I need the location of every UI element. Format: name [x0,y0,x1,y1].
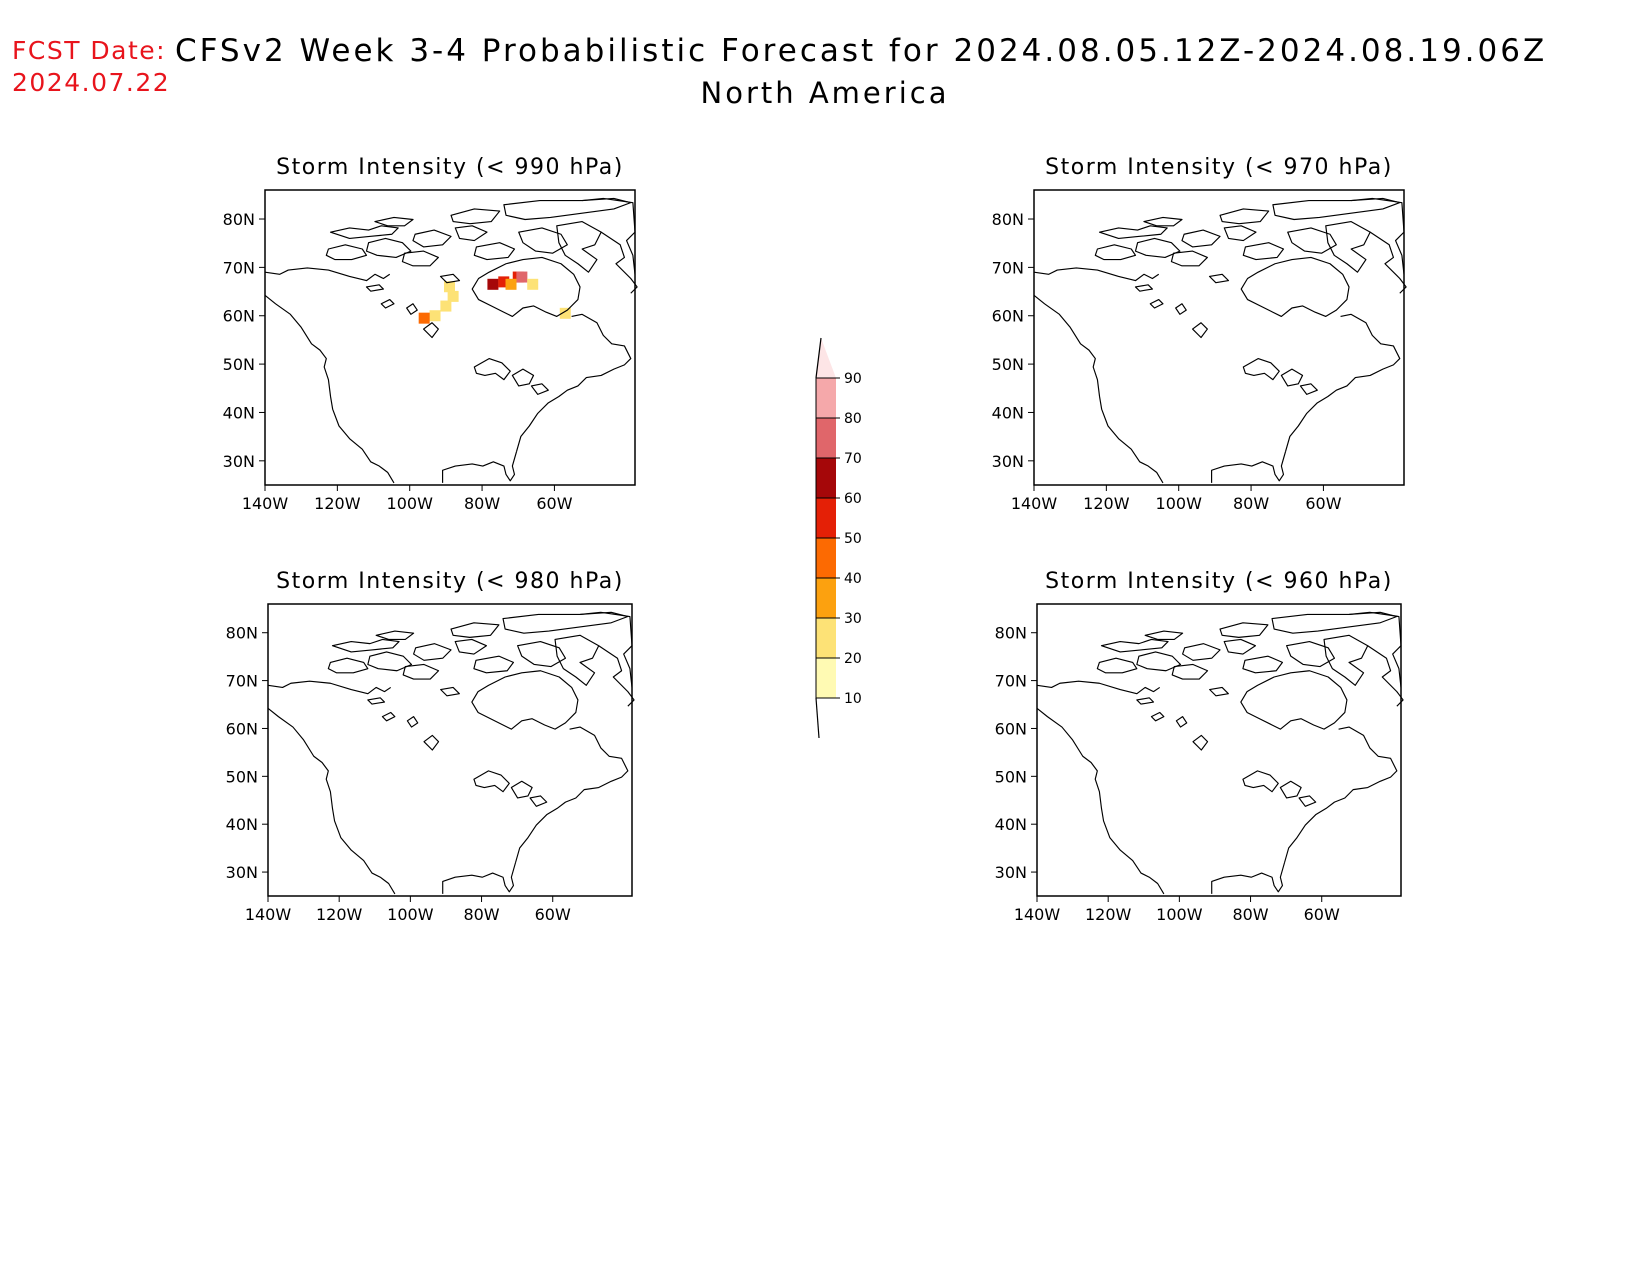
lon-tick-label: 120W [1085,905,1132,924]
lon-tick-label: 140W [245,905,292,924]
region-subtitle-text: North America [700,76,950,110]
lon-tick-label: 100W [387,494,434,513]
panel-title: Storm Intensity (< 970 hPa) [1045,155,1393,180]
lat-tick-label: 50N [992,355,1024,374]
lat-tick-label: 60N [995,719,1027,738]
colorbar-top-arrow [816,338,836,378]
lon-tick-label: 60W [1305,494,1341,513]
colorbar-label: 10 [844,691,862,707]
coastline [264,197,638,484]
probability-cell [498,276,510,288]
panel-title: Storm Intensity (< 960 hPa) [1045,569,1393,594]
lon-tick-label: 140W [242,494,289,513]
coastline [1033,197,1407,484]
lat-tick-label: 40N [223,403,255,422]
forecast-date-value: 2024.07.22 [12,68,171,97]
lat-tick-label: 30N [226,863,258,882]
colorbar-segment [816,378,836,418]
lat-tick-label: 30N [223,452,255,471]
lat-tick-label: 60N [223,307,255,326]
page-title: CFSv2 Week 3-4 Probabilistic Forecast fo… [175,33,1548,69]
map-panel-p970: Storm Intensity (< 970 hPa) 80N 70N 60N 50N 4… [992,155,1407,513]
probability-cell [487,278,499,290]
map-frame [264,189,636,486]
lat-tick-label: 60N [226,719,258,738]
lon-tick-label: 80W [463,905,499,924]
colorbar-label: 90 [844,371,862,387]
map-frame [1036,603,1402,897]
lat-tick-label: 80N [995,624,1027,643]
lat-tick-label: 60N [992,307,1024,326]
lat-tick-label: 70N [223,258,255,277]
colorbar-label: 50 [844,531,862,547]
lon-tick-label: 120W [314,494,361,513]
colorbar-segment [816,458,836,498]
region-subtitle: North America [0,76,1650,110]
panels-layer: Storm Intensity (< 990 hPa) 80N 70N 60N 50N 4… [223,155,1407,924]
colorbar-label: 30 [844,611,862,627]
lat-tick-label: 50N [226,767,258,786]
lon-tick-label: 140W [1014,905,1061,924]
colorbar-segment [816,498,836,538]
coastline [1036,611,1404,895]
lat-tick-label: 50N [223,355,255,374]
lon-tick-label: 100W [387,905,434,924]
lat-tick-label: 40N [995,815,1027,834]
probability-cell [418,312,430,324]
lat-tick-label: 70N [992,258,1024,277]
colorbar-segment [816,538,836,578]
colorbar-segment [816,578,836,618]
lon-tick-label: 80W [464,494,500,513]
forecast-date-label: FCST Date: [12,36,167,65]
lat-tick-label: 70N [226,672,258,691]
probability-cell [527,278,539,290]
lon-tick-label: 120W [316,905,363,924]
colorbar-top-edge [815,337,822,379]
coastline [267,611,635,895]
lat-tick-label: 30N [995,863,1027,882]
colorbar: 90 80 70 60 50 40 30 20 10 [815,337,862,739]
colorbar-bottom-arrow [815,697,820,739]
lon-tick-label: 60W [536,494,572,513]
probability-cell [559,307,571,319]
lon-tick-label: 100W [1156,905,1203,924]
lon-tick-label: 80W [1233,494,1269,513]
lat-tick-label: 40N [992,403,1024,422]
panel-title: Storm Intensity (< 990 hPa) [276,155,624,180]
probability-cell [447,290,459,302]
colorbar-label: 20 [844,651,862,667]
colorbar-label: 80 [844,411,862,427]
panel-title: Storm Intensity (< 980 hPa) [276,569,624,594]
colorbar-label: 70 [844,451,862,467]
map-frame [1033,189,1405,486]
lon-tick-label: 60W [535,905,571,924]
probability-cell [505,278,517,290]
map-panel-p990: Storm Intensity (< 990 hPa) 80N 70N 60N 50N 4… [223,155,638,513]
map-frame [267,603,633,897]
probability-cell [429,310,441,322]
probability-cell [516,271,528,283]
colorbar-segment [816,658,836,698]
lat-tick-label: 80N [223,210,255,229]
lon-tick-label: 100W [1156,494,1203,513]
lon-tick-label: 60W [1304,905,1340,924]
lon-tick-label: 140W [1011,494,1058,513]
lat-tick-label: 40N [226,815,258,834]
colorbar-label: 60 [844,491,862,507]
colorbar-label: 40 [844,571,862,587]
probability-cell [444,281,456,293]
probability-cell [440,300,452,312]
lat-tick-label: 80N [226,624,258,643]
lat-tick-label: 50N [995,767,1027,786]
colorbar-segment [816,418,836,458]
lon-tick-label: 80W [1232,905,1268,924]
lat-tick-label: 70N [995,672,1027,691]
colorbar-segment [816,618,836,658]
map-panel-p980: Storm Intensity (< 980 hPa) 80N 70N 60N 50N 4… [226,569,635,924]
map-panel-p960: Storm Intensity (< 960 hPa) 80N 70N 60N 50N 4… [995,569,1404,924]
lat-tick-label: 30N [992,452,1024,471]
lat-tick-label: 80N [992,210,1024,229]
lon-tick-label: 120W [1083,494,1130,513]
